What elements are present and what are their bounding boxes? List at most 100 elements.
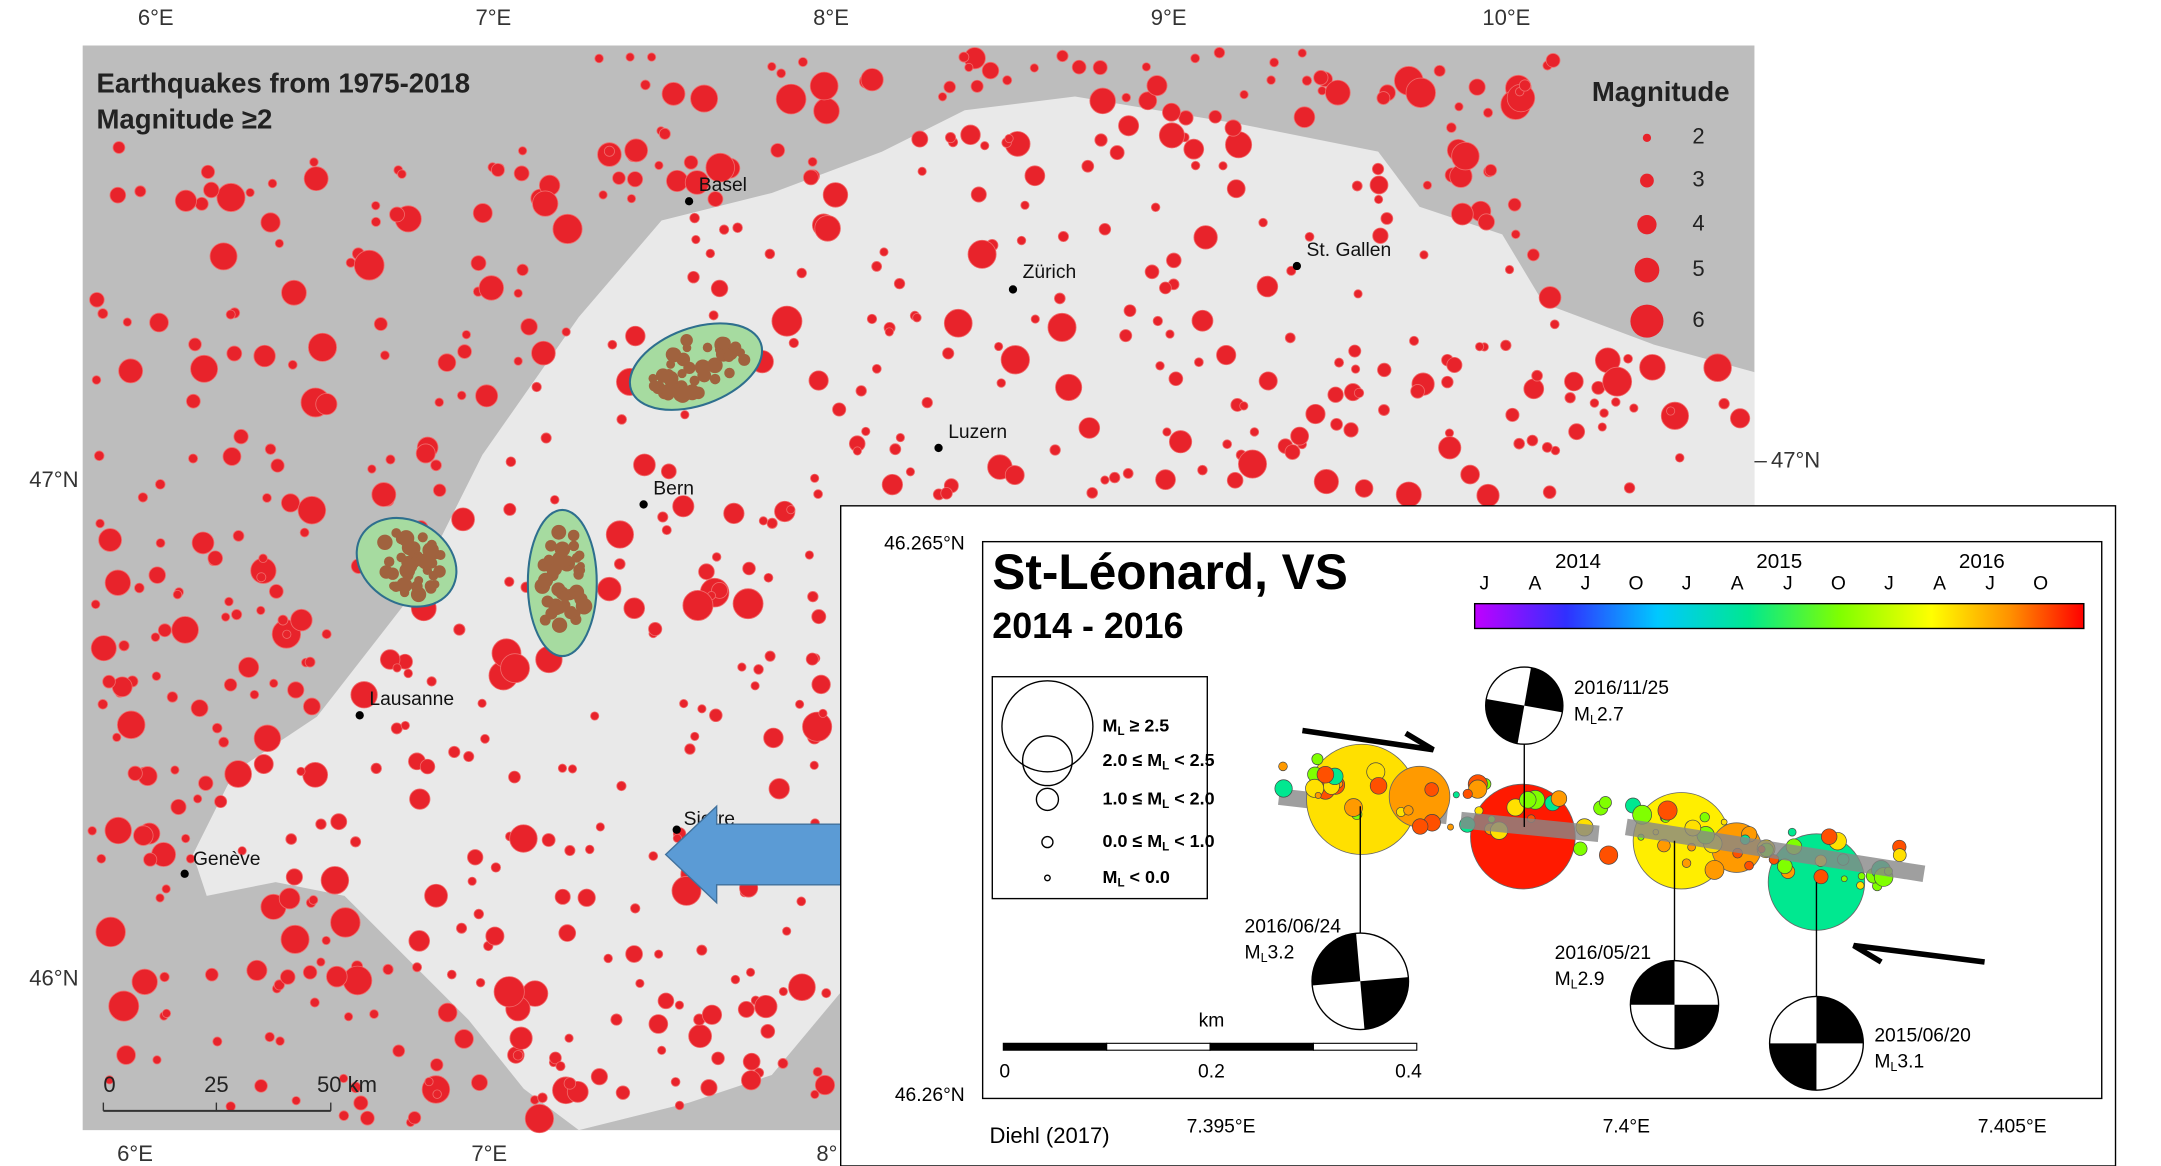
- quake-dot: [1227, 180, 1245, 198]
- quake-dot: [119, 641, 129, 651]
- quake-dot: [1354, 290, 1362, 298]
- quake-dot: [776, 84, 806, 114]
- quake-dot: [1267, 76, 1276, 85]
- quake-dot: [688, 271, 700, 283]
- quake-dot: [1501, 340, 1511, 350]
- quake-dot: [815, 216, 841, 242]
- quake-dot: [1156, 362, 1165, 371]
- quake-dot: [564, 1078, 576, 1090]
- quake-dot: [1667, 407, 1675, 415]
- colorbar-year: 2015: [1756, 550, 1802, 573]
- quake-dot: [1219, 162, 1227, 170]
- quake-dot: [263, 494, 272, 503]
- event-date: 2015/06/20: [1874, 1026, 1971, 1047]
- quake-dot: [226, 1102, 235, 1111]
- quake-dot: [625, 139, 648, 162]
- event-date: 2016/06/24: [1245, 917, 1342, 938]
- quake-dot: [1163, 428, 1171, 436]
- colorbar: [1475, 604, 2084, 629]
- text-part: M: [1245, 943, 1261, 964]
- quake-dot: [779, 987, 787, 995]
- quake-dot: [738, 663, 746, 671]
- colorbar-month: A: [1933, 573, 1946, 594]
- quake-dot: [343, 966, 372, 995]
- quake-dot: [1475, 343, 1483, 351]
- quake-dot: [401, 721, 409, 729]
- quake-dot: [1569, 424, 1585, 440]
- quake-dot: [764, 728, 784, 748]
- map-title: Magnitude ≥2: [96, 104, 272, 135]
- quake-dot: [94, 451, 104, 461]
- quake-dot: [805, 551, 813, 559]
- quake-dot: [631, 904, 640, 913]
- cluster-dot: [573, 569, 583, 579]
- quake-dot: [1485, 164, 1497, 176]
- event-magnitude: ML3.1: [1874, 1052, 1924, 1075]
- quake-dot: [1058, 231, 1068, 241]
- subscript: L: [1162, 798, 1169, 811]
- quake-dot: [288, 682, 304, 698]
- quake-dot: [1048, 313, 1076, 341]
- quake-dot: [1306, 404, 1325, 423]
- quake-dot: [1147, 76, 1167, 96]
- quake-dot: [702, 1005, 721, 1024]
- event-date: 2016/11/25: [1574, 678, 1669, 699]
- quake-dot: [1447, 123, 1457, 133]
- quake-dot: [119, 359, 143, 383]
- quake-dot: [968, 240, 996, 268]
- quake-dot: [542, 834, 555, 847]
- quake-dot: [765, 249, 775, 259]
- quake-dot: [965, 63, 973, 71]
- colorbar-month: O: [2033, 573, 2048, 594]
- quake-dot: [1122, 93, 1131, 102]
- quake-dot: [1543, 486, 1556, 499]
- inset-lon: 7.405°E: [1978, 1116, 2047, 1137]
- quake-dot: [755, 995, 777, 1017]
- quake-dot: [354, 1096, 368, 1110]
- quake-dot: [997, 379, 1006, 388]
- map-title: Earthquakes from 1975-2018: [96, 68, 470, 99]
- quake-dot: [151, 633, 160, 642]
- quake-dot: [476, 978, 485, 987]
- quake-dot: [604, 954, 613, 963]
- quake-dot: [431, 1059, 443, 1071]
- cluster-dot: [418, 532, 428, 542]
- quake-dot: [339, 1111, 349, 1121]
- km-bar: [1003, 1043, 1106, 1050]
- quake-dot: [685, 744, 695, 754]
- city-dot: [685, 197, 693, 205]
- quake-dot: [1209, 110, 1222, 123]
- quake-dot: [1612, 398, 1621, 407]
- quake-dot: [1109, 472, 1119, 482]
- quake-dot: [944, 81, 956, 93]
- inset-lat: 46.26°N: [895, 1085, 965, 1106]
- quake-dot: [464, 751, 474, 761]
- quake-dot: [215, 796, 227, 808]
- small-event: [1404, 806, 1414, 816]
- quake-dot: [303, 966, 317, 980]
- quake-dot: [1439, 437, 1461, 459]
- cluster-dot: [551, 525, 566, 540]
- quake-dot: [861, 69, 883, 91]
- cluster-dot: [384, 556, 394, 566]
- quake-dot: [1325, 80, 1350, 105]
- text-part: 2.0 ≤ M: [1103, 750, 1163, 770]
- quake-dot: [1225, 120, 1241, 136]
- km-bar: [1107, 1043, 1210, 1050]
- quake-dot: [675, 1001, 683, 1009]
- cluster-dot: [564, 606, 577, 619]
- quake-dot: [1640, 354, 1666, 380]
- quake-dot: [303, 698, 320, 715]
- quake-dot: [191, 700, 208, 717]
- quake-dot: [754, 665, 764, 675]
- quake-dot: [88, 827, 97, 836]
- text-part: 2.9: [1578, 969, 1605, 990]
- cluster-dot: [575, 550, 585, 560]
- scale-label: 0: [103, 1072, 115, 1097]
- quake-dot: [711, 280, 728, 297]
- cluster-dot: [402, 540, 417, 555]
- quake-dot: [1285, 445, 1300, 460]
- quake-dot: [234, 429, 248, 443]
- quake-dot: [239, 657, 259, 677]
- quake-dot: [611, 1014, 622, 1025]
